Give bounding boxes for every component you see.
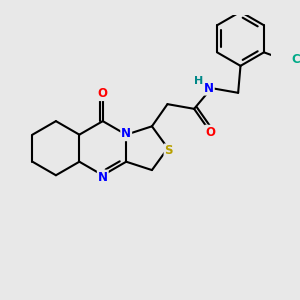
Text: O: O	[98, 87, 108, 100]
Text: Cl: Cl	[291, 53, 300, 66]
Text: H: H	[194, 76, 203, 86]
Text: O: O	[205, 126, 215, 139]
Text: N: N	[121, 127, 131, 140]
Text: S: S	[164, 144, 173, 158]
Text: N: N	[98, 171, 108, 184]
Text: N: N	[204, 82, 214, 94]
